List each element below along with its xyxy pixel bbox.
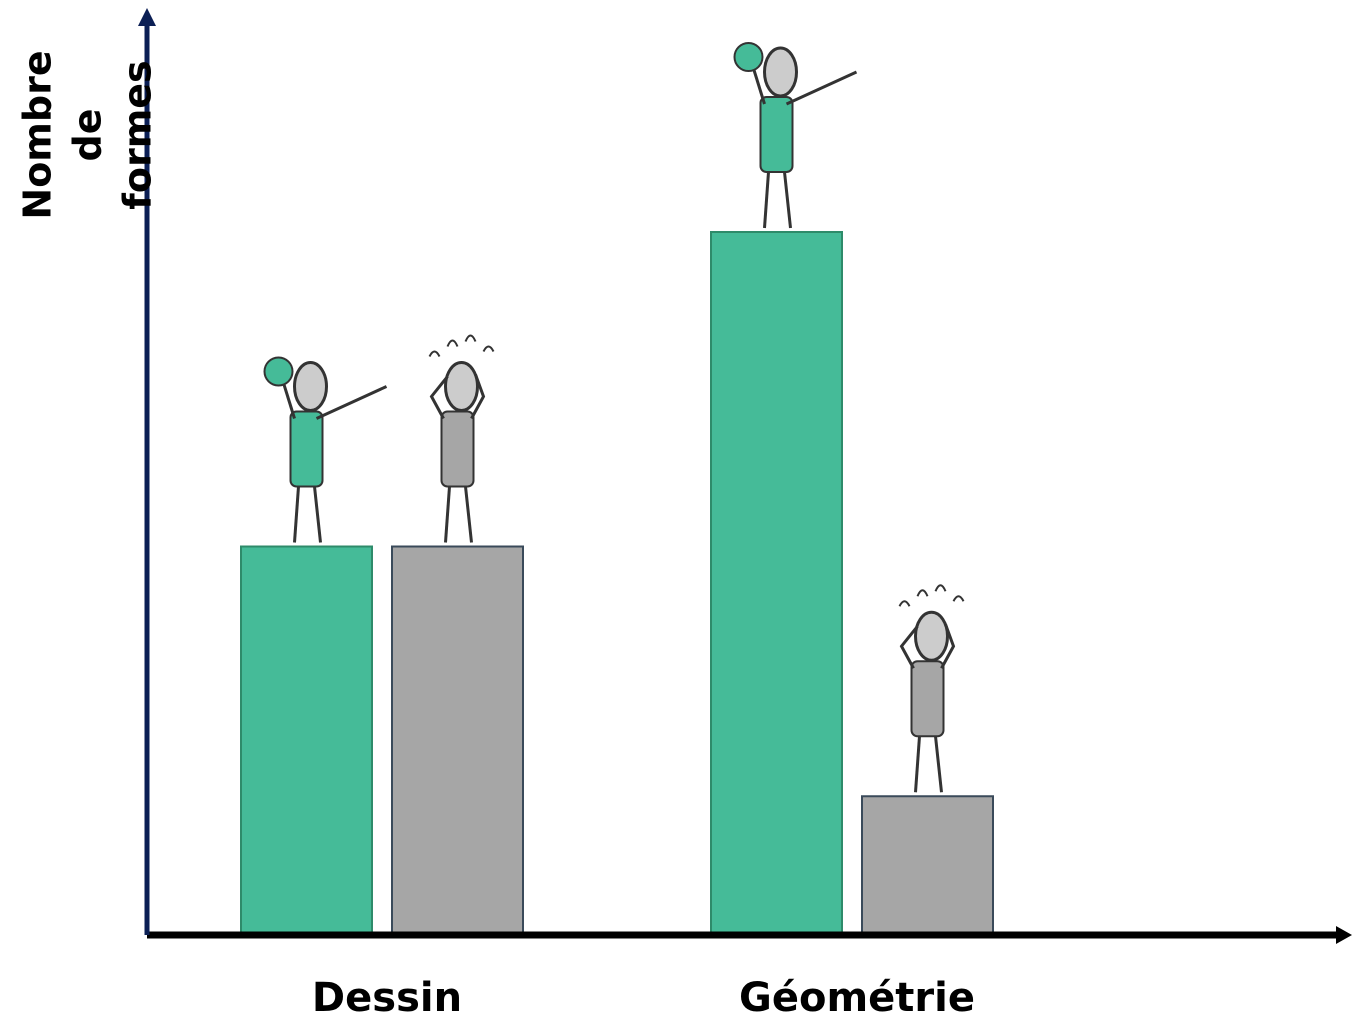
pompom [733, 42, 764, 72]
body [910, 660, 945, 738]
x-tick-label: Dessin [312, 975, 462, 1021]
pompom [263, 356, 294, 387]
arms [899, 623, 956, 669]
question-marks [898, 584, 965, 607]
head [444, 361, 479, 412]
bar [710, 231, 843, 936]
leg [464, 486, 473, 543]
head [763, 46, 798, 98]
y-axis-arrow [138, 8, 156, 26]
head [293, 361, 328, 412]
x-tick-label: Géométrie [739, 975, 975, 1021]
y-axis-label: de [66, 109, 110, 162]
arm [785, 70, 858, 106]
leg [783, 171, 792, 229]
leg [313, 486, 322, 543]
confused-figure [898, 584, 965, 793]
bar [391, 545, 524, 936]
bar [861, 795, 994, 936]
leg [293, 486, 300, 543]
y-axis-label: formes [116, 60, 160, 209]
body [289, 410, 324, 488]
leg [934, 736, 943, 793]
x-axis-arrow [1336, 926, 1352, 944]
head [914, 610, 949, 662]
arm [315, 385, 388, 420]
leg [444, 486, 451, 543]
leg [763, 171, 770, 229]
y-axis-label: Nombre [16, 50, 60, 219]
body [759, 96, 794, 173]
arms [429, 373, 486, 420]
bar [240, 545, 373, 936]
leg [914, 736, 921, 793]
question-marks [428, 334, 495, 357]
body [440, 410, 475, 488]
happy-figure [733, 42, 858, 229]
happy-figure [263, 356, 388, 543]
confused-figure [428, 334, 495, 543]
